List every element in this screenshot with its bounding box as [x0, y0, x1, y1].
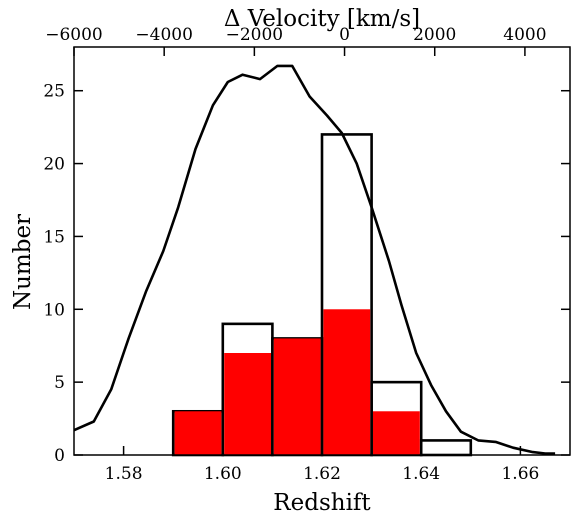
- x-tick-label-5: 1.66: [501, 464, 539, 484]
- y-tick-label-3: 10: [43, 300, 65, 320]
- ticks-layer: 1.58 1.60 1.62 1.64 1.66 0 5 10 15 20 25 −6000 −4000…: [43, 25, 570, 484]
- total-bar-6: [419, 439, 473, 457]
- y-tick-label-1: 0: [54, 446, 65, 466]
- histogram-bars-layer: [171, 133, 473, 457]
- top-x-tick-label-5: 2000: [413, 25, 456, 45]
- y-tick-label-6: 25: [43, 82, 65, 102]
- y-tick-label-4: 15: [43, 227, 65, 247]
- top-x-tick-label-2: −4000: [135, 25, 193, 45]
- x-axis-title: Redshift: [273, 490, 371, 516]
- red-bar-1: [174, 411, 222, 455]
- top-x-tick-label-1: −6000: [45, 25, 103, 45]
- red-bar-2: [224, 353, 271, 455]
- y-tick-label-2: 5: [54, 373, 65, 393]
- red-bar-4: [323, 309, 371, 455]
- top-axis-title: Δ Velocity [km/s]: [224, 6, 420, 32]
- velocity-curve-line: [73, 64, 556, 455]
- top-x-tick-label-3: −2000: [226, 25, 284, 45]
- x-tick-label-4: 1.64: [402, 464, 440, 484]
- red-bar-5: [373, 411, 420, 455]
- y-axis-title: Number: [10, 214, 36, 310]
- velocity-curve-layer: [73, 64, 556, 455]
- x-tick-label-2: 1.60: [204, 464, 242, 484]
- x-tick-label-3: 1.62: [303, 464, 341, 484]
- red-bar-3: [273, 338, 321, 455]
- top-x-tick-label-6: 4000: [503, 25, 546, 45]
- x-tick-label-1: 1.58: [105, 464, 143, 484]
- top-x-tick-label-4: 0: [339, 25, 350, 45]
- y-tick-label-5: 20: [43, 155, 65, 175]
